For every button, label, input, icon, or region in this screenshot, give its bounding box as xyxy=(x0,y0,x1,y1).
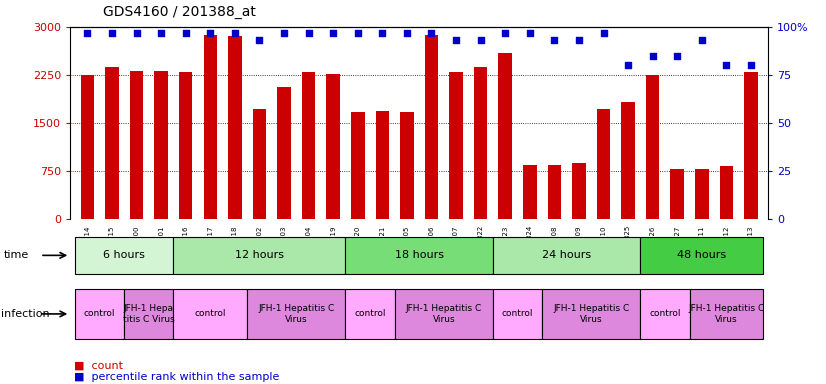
FancyBboxPatch shape xyxy=(173,237,345,274)
Point xyxy=(351,30,364,36)
Point xyxy=(253,37,266,43)
Point xyxy=(597,30,610,36)
Bar xyxy=(376,111,389,219)
Point xyxy=(572,37,586,43)
Bar xyxy=(326,74,340,219)
Text: ■  count: ■ count xyxy=(74,361,123,371)
FancyBboxPatch shape xyxy=(542,289,640,339)
Bar xyxy=(474,66,487,219)
Bar xyxy=(596,109,610,219)
Point xyxy=(179,30,192,36)
Point xyxy=(719,62,733,68)
Point xyxy=(523,30,536,36)
Point xyxy=(695,37,709,43)
Point xyxy=(671,53,684,59)
Point xyxy=(278,30,291,36)
Point xyxy=(474,37,487,43)
Bar xyxy=(301,72,316,219)
Text: control: control xyxy=(195,310,226,318)
Bar xyxy=(203,35,217,219)
Text: JFH-1 Hepatitis C
Virus: JFH-1 Hepatitis C Virus xyxy=(259,304,335,324)
Bar xyxy=(351,112,364,219)
Bar xyxy=(671,169,684,219)
FancyBboxPatch shape xyxy=(173,289,247,339)
Text: GDS4160 / 201388_at: GDS4160 / 201388_at xyxy=(103,5,256,19)
Text: JFH-1 Hepatitis C
Virus: JFH-1 Hepatitis C Virus xyxy=(553,304,629,324)
Bar xyxy=(228,36,242,219)
Point xyxy=(130,30,143,36)
Point xyxy=(204,30,217,36)
Bar xyxy=(179,72,192,219)
FancyBboxPatch shape xyxy=(75,289,124,339)
Text: 48 hours: 48 hours xyxy=(677,250,726,260)
Text: control: control xyxy=(354,310,386,318)
Point xyxy=(744,62,757,68)
Bar xyxy=(695,169,709,219)
Bar xyxy=(449,72,463,219)
Point xyxy=(326,30,339,36)
Bar xyxy=(719,166,733,219)
Text: control: control xyxy=(649,310,681,318)
Text: JFH-1 Hepatitis C
Virus: JFH-1 Hepatitis C Virus xyxy=(688,304,765,324)
Bar xyxy=(105,66,119,219)
Bar xyxy=(253,109,266,219)
FancyBboxPatch shape xyxy=(640,237,763,274)
Bar xyxy=(81,75,94,219)
Text: 6 hours: 6 hours xyxy=(103,250,145,260)
Bar xyxy=(621,103,635,219)
Point xyxy=(499,30,512,36)
Text: time: time xyxy=(3,250,29,260)
FancyBboxPatch shape xyxy=(345,289,395,339)
Point xyxy=(302,30,316,36)
Text: JFH-1 Hepatitis C
Virus: JFH-1 Hepatitis C Virus xyxy=(406,304,482,324)
FancyBboxPatch shape xyxy=(690,289,763,339)
Text: control: control xyxy=(501,310,534,318)
Text: infection: infection xyxy=(1,309,50,319)
Point xyxy=(81,30,94,36)
Bar xyxy=(523,165,537,219)
Bar xyxy=(278,87,291,219)
Bar xyxy=(572,162,586,219)
FancyBboxPatch shape xyxy=(75,237,173,274)
Text: control: control xyxy=(84,310,116,318)
Bar xyxy=(498,53,512,219)
Bar xyxy=(154,71,168,219)
FancyBboxPatch shape xyxy=(493,289,542,339)
Point xyxy=(548,37,561,43)
Bar xyxy=(744,72,757,219)
FancyBboxPatch shape xyxy=(640,289,690,339)
Point xyxy=(106,30,119,36)
Bar xyxy=(646,75,659,219)
FancyBboxPatch shape xyxy=(345,237,493,274)
Text: 18 hours: 18 hours xyxy=(395,250,444,260)
Bar xyxy=(548,165,561,219)
FancyBboxPatch shape xyxy=(493,237,640,274)
FancyBboxPatch shape xyxy=(395,289,493,339)
Point xyxy=(401,30,414,36)
FancyBboxPatch shape xyxy=(247,289,345,339)
Point xyxy=(621,62,634,68)
Text: ■  percentile rank within the sample: ■ percentile rank within the sample xyxy=(74,372,280,382)
FancyBboxPatch shape xyxy=(124,289,173,339)
Text: JFH-1 Hepa
titis C Virus: JFH-1 Hepa titis C Virus xyxy=(123,304,175,324)
Point xyxy=(154,30,168,36)
Text: 24 hours: 24 hours xyxy=(542,250,591,260)
Point xyxy=(425,30,438,36)
Bar xyxy=(130,71,144,219)
Point xyxy=(228,30,241,36)
Point xyxy=(646,53,659,59)
Point xyxy=(376,30,389,36)
Text: 12 hours: 12 hours xyxy=(235,250,284,260)
Bar xyxy=(425,35,439,219)
Bar xyxy=(400,112,414,219)
Point xyxy=(449,37,463,43)
